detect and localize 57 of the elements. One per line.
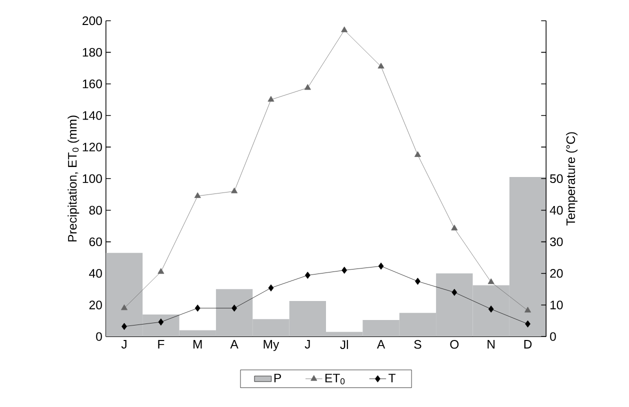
point: [232, 304, 238, 312]
point: [304, 272, 310, 280]
x-tick-label: D: [524, 340, 532, 349]
point: [378, 62, 384, 69]
y-tick-label: 40: [89, 269, 102, 278]
y-tick-label: 200: [82, 16, 102, 26]
y2-axis-title: Temperature (°C): [566, 132, 578, 226]
x-tick-label: N: [488, 340, 495, 349]
y-tick-label: 0: [96, 332, 102, 342]
x-tick-label: O: [450, 340, 459, 349]
y-tick-label: 20: [89, 300, 102, 310]
y-tick-label: 100: [82, 174, 102, 184]
point: [414, 151, 421, 158]
x-tick-label: J: [304, 340, 310, 349]
x-tick-label: F: [158, 340, 164, 349]
point: [158, 318, 164, 326]
y-tick-label: 180: [82, 48, 102, 57]
y-tick-label: 160: [82, 80, 102, 88]
point: [268, 96, 274, 102]
x-tick-label: A: [230, 340, 238, 349]
point: [451, 224, 458, 231]
legend-label: ET$_{0}$: [325, 374, 345, 385]
point: [120, 304, 128, 310]
x-tick-label: S: [414, 340, 422, 349]
y2-tick-label: 20: [550, 269, 563, 278]
y-tick-label: 80: [89, 206, 102, 215]
y2-tick-label: 10: [550, 300, 563, 310]
y2-tick-label: 50: [550, 174, 563, 184]
point: [194, 192, 201, 198]
point: [525, 320, 530, 328]
y-tick-label: 60: [89, 238, 102, 246]
point: [342, 266, 348, 274]
point: [158, 268, 164, 274]
point: [194, 304, 200, 312]
legend-label: P: [274, 374, 281, 382]
y2-tick-label: 30: [550, 238, 563, 246]
x-tick-label: J: [121, 340, 126, 349]
y-tick-label: 140: [82, 111, 102, 120]
x-tick-label: A: [376, 340, 386, 349]
x-tick-label: Jl: [340, 340, 348, 350]
legend-label: T: [388, 374, 396, 382]
y2-tick-label: 40: [550, 206, 563, 215]
y2-tick-label: 0: [550, 332, 556, 342]
point: [231, 188, 238, 194]
x-tick-label: My: [264, 340, 280, 352]
point: [378, 262, 384, 270]
y-tick-label: 120: [82, 142, 102, 152]
point: [488, 306, 494, 313]
point: [452, 288, 458, 296]
y-axis-title: Precipitation, ET$_{0}$ (mm): [68, 116, 80, 242]
x-tick-label: M: [194, 340, 202, 349]
point: [488, 278, 494, 284]
point: [304, 84, 311, 90]
point: [341, 26, 348, 32]
point: [122, 323, 127, 330]
point: [524, 306, 532, 313]
point: [268, 284, 274, 292]
